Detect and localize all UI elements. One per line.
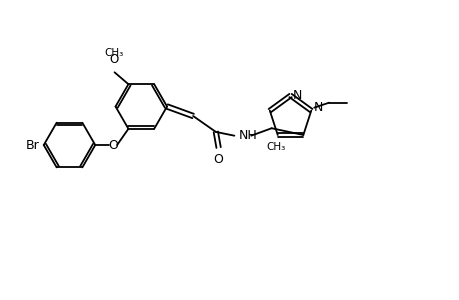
- Text: O: O: [213, 154, 223, 166]
- Text: NH: NH: [238, 129, 257, 142]
- Text: Br: Br: [26, 139, 39, 152]
- Text: O: O: [109, 53, 118, 66]
- Text: CH₃: CH₃: [104, 48, 123, 59]
- Text: O: O: [108, 139, 118, 152]
- Text: N: N: [292, 89, 301, 102]
- Text: N: N: [313, 101, 323, 114]
- Text: CH₃: CH₃: [266, 142, 285, 152]
